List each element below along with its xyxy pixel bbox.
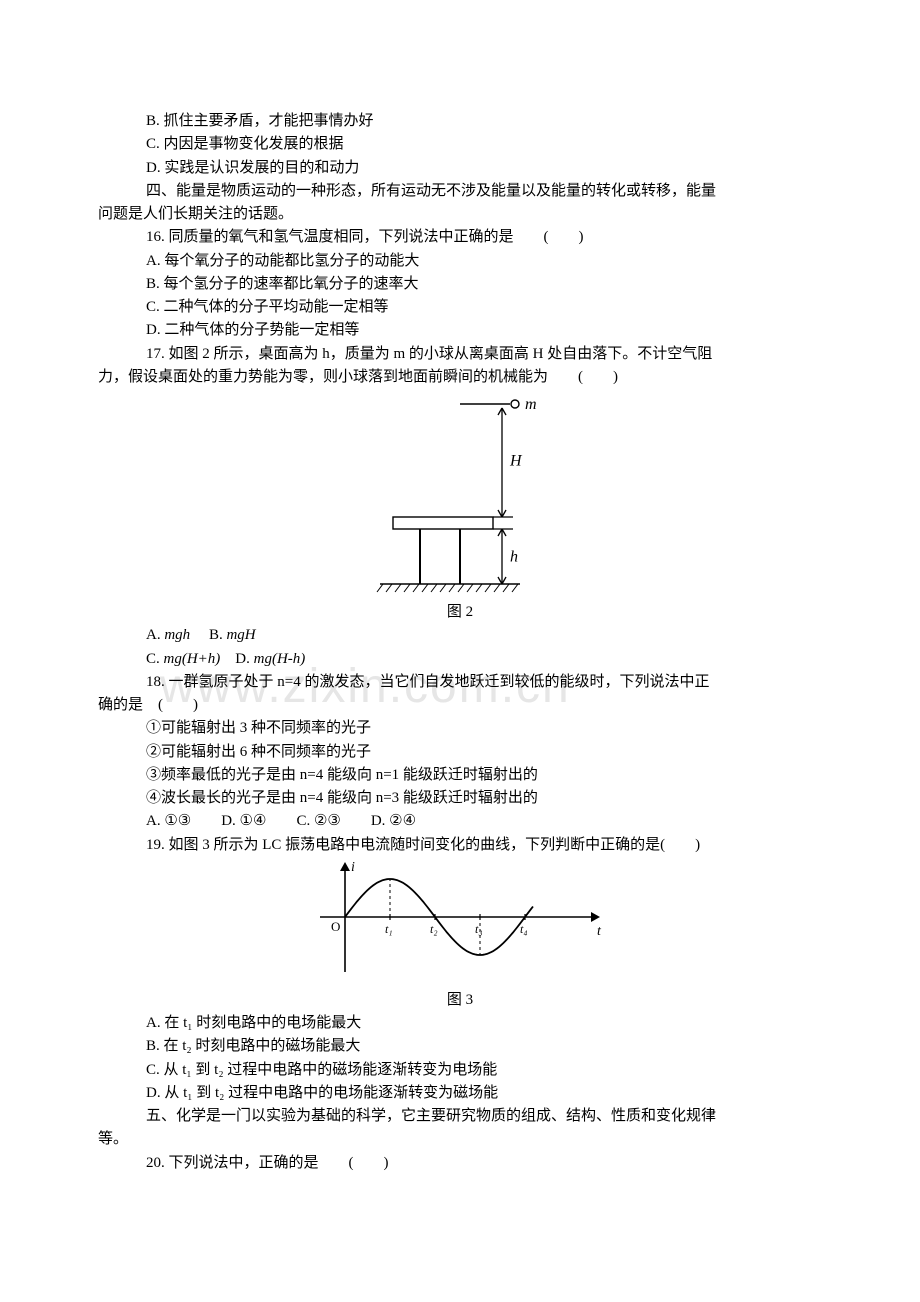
svg-text:m: m (525, 396, 537, 413)
q17-c-val: mg(H+h) (164, 651, 221, 667)
q17-b-label: B. (209, 627, 223, 643)
q19-b: B. 在 t₂ 时刻电路中的磁场能最大 (98, 1035, 822, 1058)
figure-3-caption: 图 3 (98, 989, 822, 1012)
q17-opts-row1: A. mgh B. mgH (98, 624, 822, 647)
q17-d-label: D. (235, 651, 250, 667)
figure-2-caption: 图 2 (98, 601, 822, 624)
figure-3: i t Ot₁ t₂ t₃ t₄ 图 3 (98, 857, 822, 1012)
svg-text:h: h (510, 549, 518, 566)
svg-text:t₂: t₂ (430, 922, 438, 936)
figure-2: m Hh 图 2 (98, 389, 822, 624)
q17-opts-row2: C. mg(H+h) D. mg(H-h) (98, 648, 822, 671)
q16-d: D. 二种气体的分子势能一定相等 (98, 319, 822, 342)
section-4-line2: 问题是人们长期关注的话题。 (98, 203, 822, 226)
q18-s1: ①可能辐射出 3 种不同频率的光子 (98, 717, 822, 740)
svg-text:t₁: t₁ (385, 922, 393, 936)
svg-text:H: H (509, 453, 523, 470)
figure-3-svg: i t Ot₁ t₂ t₃ t₄ (305, 857, 615, 987)
section-4-line1: 四、能量是物质运动的一种形态，所有运动无不涉及能量以及能量的转化或转移，能量 (98, 180, 822, 203)
q17-line1: 17. 如图 2 所示，桌面高为 h，质量为 m 的小球从离桌面高 H 处自由落… (98, 343, 822, 366)
q18-line1: 18. 一群氢原子处于 n=4 的激发态，当它们自发地跃迁到较低的能级时，下列说… (98, 671, 822, 694)
q18-s3: ③频率最低的光子是由 n=4 能级向 n=1 能级跃迁时辐射出的 (98, 764, 822, 787)
svg-text:t₃: t₃ (475, 922, 483, 936)
section-5-line1: 五、化学是一门以实验为基础的科学，它主要研究物质的组成、结构、性质和变化规律 (98, 1105, 822, 1128)
q18-s4: ④波长最长的光子是由 n=4 能级向 n=3 能级跃迁时辐射出的 (98, 787, 822, 810)
q17-a-label: A. (146, 627, 161, 643)
svg-text:O: O (331, 919, 340, 934)
q19-d: D. 从 t₁ 到 t₂ 过程中电路中的电场能逐渐转变为磁场能 (98, 1082, 822, 1105)
opt-d: D. 实践是认识发展的目的和动力 (98, 157, 822, 180)
svg-text:i: i (351, 860, 355, 875)
svg-text:t₄: t₄ (520, 922, 528, 936)
q16-c: C. 二种气体的分子平均动能一定相等 (98, 296, 822, 319)
section-5-line2: 等。 (98, 1128, 822, 1151)
q18-opts: A. ①③ D. ①④ C. ②③ D. ②④ (98, 810, 822, 833)
q16-a: A. 每个氧分子的动能都比氢分子的动能大 (98, 250, 822, 273)
q20-stem: 20. 下列说法中，正确的是 ( ) (98, 1152, 822, 1175)
q16-b: B. 每个氢分子的速率都比氧分子的速率大 (98, 273, 822, 296)
figure-2-svg: m Hh (365, 389, 555, 599)
q18-line2: 确的是 ( ) (98, 694, 822, 717)
svg-text:t: t (597, 924, 602, 939)
q19-c: C. 从 t₁ 到 t₂ 过程中电路中的磁场能逐渐转变为电场能 (98, 1059, 822, 1082)
q17-b-val: mgH (226, 627, 255, 643)
q17-a-val: mgh (164, 627, 190, 643)
opt-c: C. 内因是事物变化发展的根据 (98, 133, 822, 156)
q17-d-val: mg(H-h) (254, 651, 306, 667)
q17-line2: 力，假设桌面处的重力势能为零，则小球落到地面前瞬间的机械能为 ( ) (98, 366, 822, 389)
q19-stem: 19. 如图 3 所示为 LC 振荡电路中电流随时间变化的曲线，下列判断中正确的… (98, 834, 822, 857)
q18-s2: ②可能辐射出 6 种不同频率的光子 (98, 741, 822, 764)
q17-c-label: C. (146, 651, 160, 667)
opt-b: B. 抓住主要矛盾，才能把事情办好 (98, 110, 822, 133)
q19-a: A. 在 t₁ 时刻电路中的电场能最大 (98, 1012, 822, 1035)
q16-stem: 16. 同质量的氧气和氢气温度相同，下列说法中正确的是 ( ) (98, 226, 822, 249)
